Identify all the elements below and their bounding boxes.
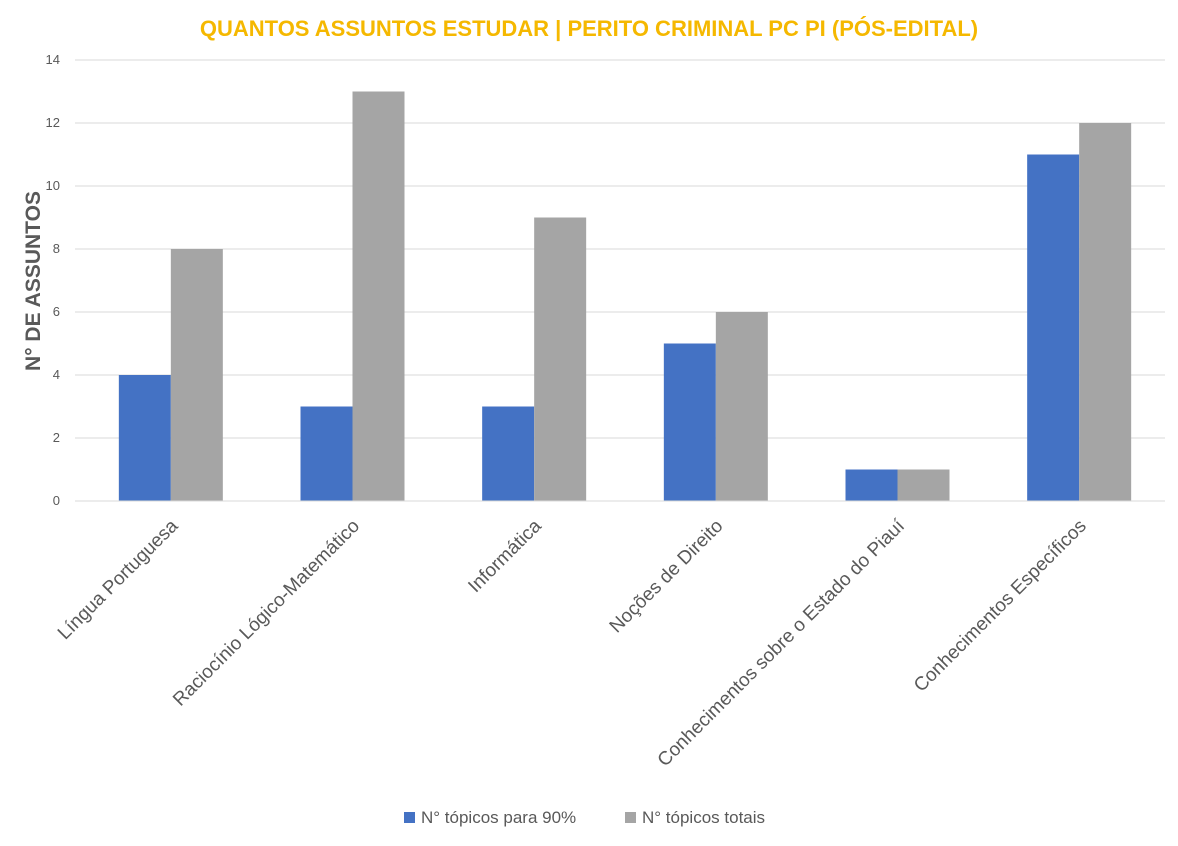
y-tick-label: 10 [46, 178, 60, 193]
bar-topicos-totais-3 [715, 312, 768, 501]
y-tick-label: 14 [46, 52, 60, 67]
bar-topicos-90-5 [1027, 154, 1080, 501]
y-tick-label: 2 [53, 430, 60, 445]
bar-topicos-totais-0 [170, 249, 223, 501]
chart-title: QUANTOS ASSUNTOS ESTUDAR | PERITO CRIMIN… [200, 16, 978, 41]
x-category-label: Conhecimentos Específicos [910, 516, 1091, 697]
y-tick-label: 8 [53, 241, 60, 256]
bar-topicos-totais-2 [534, 217, 587, 501]
x-category-label: Informática [464, 515, 546, 597]
bar-topicos-totais-5 [1079, 123, 1132, 501]
y-tick-label: 0 [53, 493, 60, 508]
bars [118, 91, 1132, 501]
legend-swatch [625, 812, 636, 823]
bar-topicos-90-4 [845, 469, 898, 501]
y-tick-label: 4 [53, 367, 60, 382]
x-category-label: Raciocínio Lógico-Matemático [169, 516, 364, 711]
bar-topicos-90-3 [663, 343, 716, 501]
y-tick-label: 12 [46, 115, 60, 130]
legend-label: N° tópicos para 90% [421, 808, 576, 827]
gridlines [75, 59, 1165, 502]
legend-label: N° tópicos totais [642, 808, 765, 827]
y-tick-label: 6 [53, 304, 60, 319]
y-axis-ticks: 0 2 4 6 8 10 12 14 [46, 52, 60, 508]
bar-topicos-totais-1 [352, 91, 405, 501]
x-category-label: Língua Portuguesa [54, 515, 183, 644]
legend-swatch [404, 812, 415, 823]
legend: N° tópicos para 90% N° tópicos totais [404, 808, 765, 827]
bar-topicos-totais-4 [897, 469, 950, 501]
bar-topicos-90-1 [300, 406, 353, 501]
x-category-label: Noções de Direito [606, 516, 728, 638]
bar-topicos-90-2 [482, 406, 535, 501]
y-axis-label: N° DE ASSUNTOS [22, 191, 45, 371]
bar-topicos-90-0 [118, 375, 171, 501]
